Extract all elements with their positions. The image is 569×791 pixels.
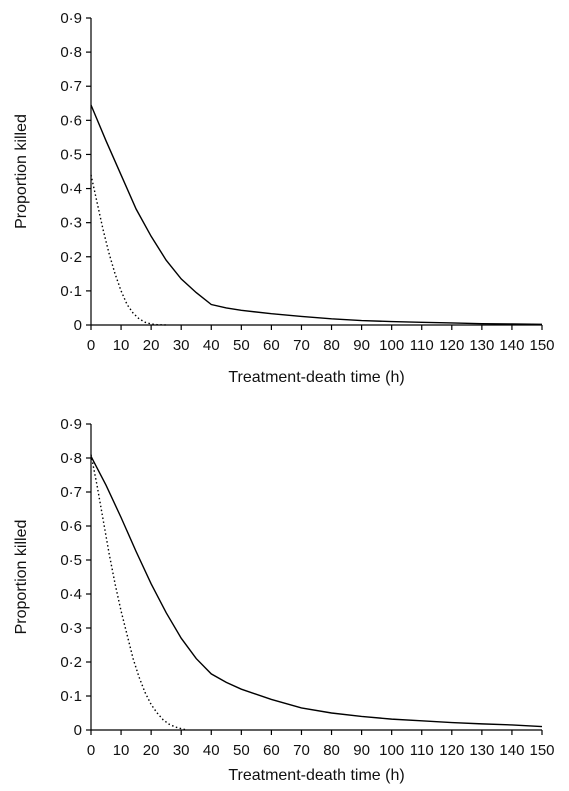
x-tick-label: 10: [113, 742, 130, 759]
x-tick-label: 100: [379, 742, 404, 759]
x-tick-label: 130: [469, 742, 494, 759]
y-tick-label: 0·7: [60, 78, 82, 95]
y-tick-label: 0: [74, 722, 82, 739]
x-tick-label: 10: [113, 337, 130, 354]
y-tick-label: 0·5: [60, 552, 82, 569]
x-tick-label: 20: [143, 742, 160, 759]
x-tick-label: 80: [323, 742, 340, 759]
x-tick-label: 50: [233, 742, 250, 759]
series-line-dotted: [90, 454, 188, 731]
x-tick-label: 30: [173, 337, 190, 354]
x-tick-label: 90: [353, 337, 370, 354]
y-tick-label: 0·9: [60, 10, 82, 27]
y-tick-label: 0·1: [60, 688, 82, 705]
y-axis-label: Proportion killed: [13, 114, 30, 229]
x-tick-label: 90: [353, 742, 370, 759]
x-tick-label: 30: [173, 742, 190, 759]
y-tick-label: 0·4: [60, 586, 82, 603]
series-line-solid: [90, 104, 543, 326]
x-tick-label: 0: [87, 337, 95, 354]
x-tick-label: 150: [529, 742, 554, 759]
x-tick-label: 20: [143, 337, 160, 354]
x-tick-label: 60: [263, 742, 280, 759]
chart-panel-1: 0 0·1 0·2 0·3 0·4 0·5 0·6 0·7 0·8 0·9 0 10 20 30 40 50 6…: [13, 10, 555, 386]
x-tick-label: 150: [529, 337, 554, 354]
y-tick-label: 0·2: [60, 654, 82, 671]
x-tick-label: 80: [323, 337, 340, 354]
x-tick-label: 100: [379, 337, 404, 354]
x-axis-label: Treatment-death time (h): [228, 767, 404, 784]
y-tick-label: 0·7: [60, 484, 82, 501]
x-tick-label: 50: [233, 337, 250, 354]
y-tick-label: 0·1: [60, 283, 82, 300]
y-tick-label: 0·8: [60, 450, 82, 467]
x-tick-label: 40: [203, 742, 220, 759]
y-tick-label: 0·6: [60, 518, 82, 535]
x-tick-label: 140: [499, 337, 524, 354]
series-line-solid: [90, 455, 543, 728]
x-tick-label: 70: [293, 337, 310, 354]
x-axis-label: Treatment-death time (h): [228, 369, 404, 386]
y-tick-label: 0·4: [60, 181, 82, 198]
y-axis-label: Proportion killed: [13, 520, 30, 635]
y-tick-label: 0: [74, 317, 82, 334]
y-tick-label: 0·9: [60, 416, 82, 433]
x-tick-label: 130: [469, 337, 494, 354]
x-tick-label: 110: [410, 742, 434, 759]
series-line-dotted: [90, 174, 167, 326]
y-tick-label: 0·6: [60, 112, 82, 129]
y-tick-label: 0·5: [60, 146, 82, 163]
x-tick-label: 120: [439, 742, 464, 759]
x-tick-label: 140: [499, 742, 524, 759]
x-tick-label: 110: [410, 337, 434, 354]
x-tick-label: 120: [439, 337, 464, 354]
y-tick-label: 0·3: [60, 620, 82, 637]
x-tick-label: 60: [263, 337, 280, 354]
y-tick-label: 0·2: [60, 249, 82, 266]
y-tick-label: 0·3: [60, 215, 82, 232]
x-tick-label: 40: [203, 337, 220, 354]
chart-panel-2: 0 0·1 0·2 0·3 0·4 0·5 0·6 0·7 0·8 0·9 0 10 20 30 40 50 6…: [13, 416, 555, 784]
x-tick-label: 0: [87, 742, 95, 759]
x-tick-label: 70: [293, 742, 310, 759]
y-tick-label: 0·8: [60, 44, 82, 61]
